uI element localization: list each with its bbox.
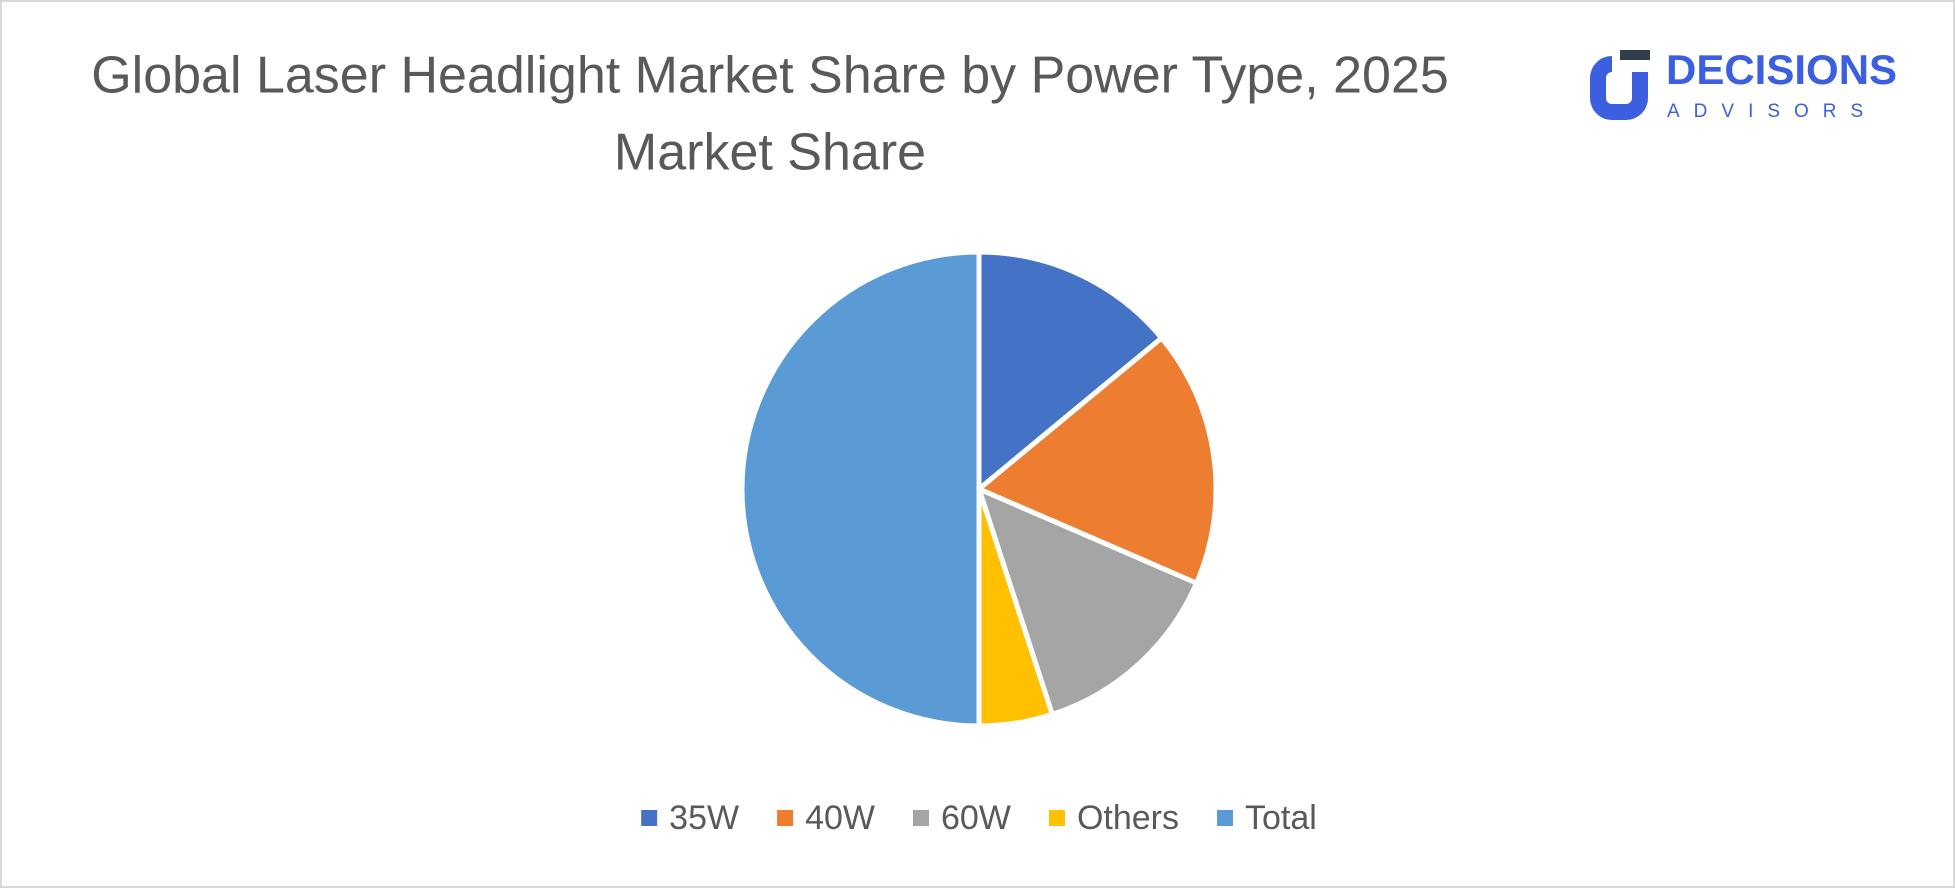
logo-tagline: ADVISORS: [1667, 101, 1877, 122]
pie-slice: [739, 249, 982, 729]
logo-name: DECISIONS: [1666, 46, 1897, 93]
legend-swatch: [641, 810, 658, 826]
legend: 35W 40W 60W Others Total: [641, 799, 1317, 837]
legend-swatch: [777, 810, 794, 826]
legend-label: 35W: [669, 799, 739, 837]
legend-label: 60W: [941, 799, 1011, 837]
pie-slice: [976, 249, 1165, 492]
legend-label: 40W: [805, 799, 875, 837]
legend-swatch: [1048, 810, 1065, 826]
legend-label: Others: [1077, 799, 1179, 837]
legend-label: Total: [1245, 799, 1317, 837]
pie: [739, 249, 1219, 729]
logo-icon: [1590, 56, 1648, 120]
logo-icon-bar: [1620, 50, 1650, 60]
legend-swatch: [913, 810, 930, 826]
legend-swatch: [1216, 810, 1233, 826]
chart-subtitle: Market Share: [614, 124, 926, 182]
pie-slice: [976, 486, 1200, 717]
pie-slice: [976, 335, 1219, 586]
chart-title: Global Laser Headlight Market Share by P…: [91, 47, 1449, 105]
logo: DECISIONS ADVISORS: [1590, 46, 1897, 122]
